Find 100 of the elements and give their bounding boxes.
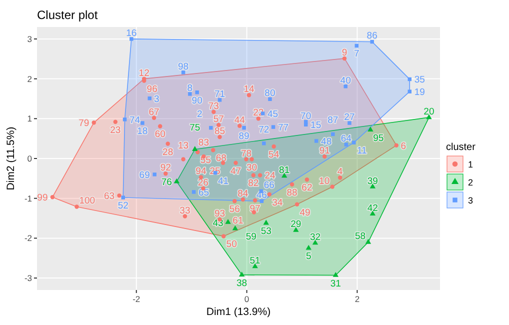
point — [182, 214, 188, 218]
annotation: 70 — [300, 110, 312, 122]
annotation: 2 — [197, 108, 202, 120]
point — [148, 96, 152, 100]
annotation: 50 — [226, 239, 237, 250]
annotation: 82 — [248, 178, 259, 190]
annotation: 33 — [180, 205, 190, 216]
annotation: 71 — [214, 88, 226, 100]
point — [74, 204, 79, 209]
point — [225, 218, 231, 224]
point — [237, 124, 242, 128]
annotation: 90 — [192, 95, 202, 106]
annotation: 40 — [340, 75, 351, 86]
annotation: 54 — [268, 150, 280, 161]
point — [252, 198, 258, 202]
point — [232, 225, 238, 230]
point — [330, 184, 334, 189]
annotation: 84 — [238, 188, 248, 200]
annotation: 73 — [208, 100, 219, 112]
annotation: 4 — [337, 166, 343, 178]
point — [152, 116, 156, 120]
point — [290, 182, 294, 187]
point — [181, 157, 186, 162]
y-tick-label: -3 — [24, 273, 32, 284]
chart-title: Cluster plot — [37, 8, 98, 22]
y-tick-label: 2 — [27, 74, 32, 84]
legend-label: 1 — [468, 160, 474, 170]
annotation: 6 — [400, 140, 406, 152]
annotation: 96 — [146, 84, 158, 95]
point — [263, 220, 269, 225]
annotation: 57 — [213, 114, 224, 126]
point — [210, 148, 216, 152]
annotation: 88 — [286, 187, 298, 198]
point — [218, 98, 222, 102]
point — [152, 172, 156, 176]
annotation: 62 — [302, 182, 312, 194]
point — [130, 37, 134, 41]
point — [181, 70, 186, 74]
point — [332, 272, 339, 277]
point — [216, 122, 221, 128]
annotation: 75 — [190, 122, 200, 134]
annotation: 15 — [310, 120, 322, 132]
point — [209, 126, 213, 130]
point — [246, 93, 252, 98]
annotation: 29 — [290, 219, 302, 230]
annotation: 77 — [278, 122, 289, 134]
x-tick-label: 0 — [244, 294, 250, 304]
annotation: 31 — [330, 278, 341, 290]
point — [342, 56, 347, 61]
point — [238, 272, 245, 276]
annotation: 30 — [246, 162, 258, 174]
annotation: 66 — [264, 180, 274, 192]
x-axis-title: Dim1 (13.9%) — [206, 306, 271, 318]
annotation: 38 — [236, 278, 248, 289]
annotation: 8 — [187, 82, 193, 94]
annotation: 7 — [354, 48, 360, 60]
annotation: 85 — [214, 126, 226, 137]
annotation: 32 — [310, 232, 321, 243]
annotation: 68 — [216, 153, 226, 164]
point — [92, 120, 96, 125]
point — [117, 193, 122, 198]
point — [271, 125, 276, 129]
annotation: 89 — [238, 130, 250, 142]
annotation: 27 — [344, 112, 355, 124]
point — [368, 126, 374, 132]
annotation: 74 — [129, 114, 140, 126]
point — [304, 178, 310, 182]
point — [370, 210, 376, 216]
legend-label: 3 — [468, 196, 474, 206]
point — [408, 90, 412, 94]
point — [212, 110, 216, 114]
point — [344, 84, 348, 88]
x-tick-label: 2 — [354, 294, 360, 304]
point — [268, 97, 272, 101]
annotation: 26 — [198, 177, 208, 188]
annotation: 12 — [138, 68, 150, 79]
annotation: 3 — [154, 94, 160, 105]
y-tick-label: 0 — [27, 154, 32, 164]
point — [370, 40, 374, 44]
annotation: 91 — [319, 146, 330, 157]
annotation: 53 — [260, 226, 272, 238]
legend-label: 2 — [468, 178, 474, 188]
y-tick-label: -2 — [24, 233, 32, 244]
point — [314, 139, 318, 143]
point — [272, 144, 276, 149]
annotation: 86 — [366, 30, 378, 42]
annotation: 42 — [367, 202, 378, 214]
annotation: 78 — [240, 148, 252, 160]
annotation: 18 — [137, 126, 148, 138]
point — [140, 121, 144, 125]
annotation: 79 — [78, 118, 90, 130]
point — [50, 195, 55, 200]
annotation: 72 — [258, 124, 270, 136]
annotation: 16 — [126, 28, 137, 39]
y-tick-label: -1 — [24, 193, 32, 204]
annotation: 14 — [244, 84, 254, 96]
annotation: 94 — [196, 166, 206, 178]
point — [267, 192, 272, 196]
x-tick-label: -2 — [132, 294, 140, 304]
point — [164, 172, 168, 176]
